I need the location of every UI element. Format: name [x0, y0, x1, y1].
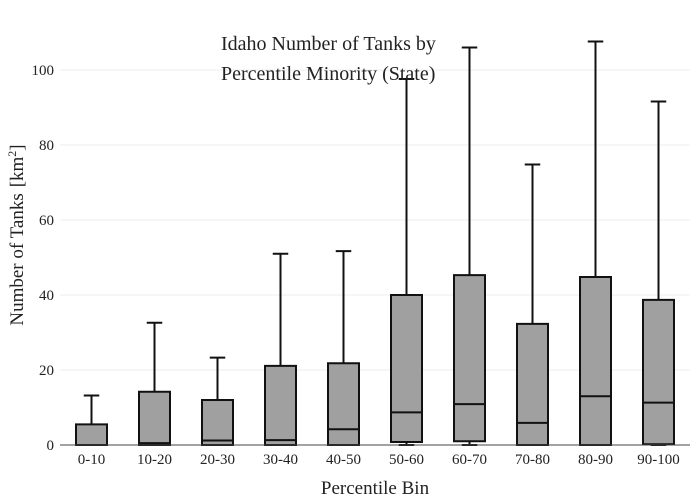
box-30-40 — [264, 252, 297, 446]
y-tick-label: 20 — [39, 363, 54, 379]
box-20-30 — [201, 356, 234, 446]
box-80-90 — [579, 40, 612, 446]
boxes-layer — [75, 40, 675, 446]
box-body — [327, 362, 360, 446]
box-body — [579, 276, 612, 446]
box-body — [642, 298, 675, 446]
box-body — [264, 364, 297, 446]
box-body — [516, 322, 549, 446]
box-body — [453, 274, 486, 443]
x-tick-label: 0-10 — [78, 452, 106, 468]
x-tick-label: 30-40 — [263, 452, 298, 468]
x-tick-label: 40-50 — [326, 452, 361, 468]
y-tick-label: 80 — [39, 138, 54, 154]
x-tick-label: 10-20 — [137, 452, 172, 468]
box-60-70 — [453, 46, 486, 446]
box-70-80 — [516, 163, 549, 446]
x-tick-labels: 0-10 10-20 20-30 30-40 40-50 50-60 60-70 70-80 8… — [78, 452, 680, 468]
y-tick-label: 0 — [47, 438, 55, 454]
box-40-50 — [327, 250, 360, 446]
y-axis-label: Number of Tanks [km2] — [5, 144, 28, 325]
y-axis-label-unit-close: ] — [7, 144, 28, 150]
y-tick-label: 40 — [39, 288, 54, 304]
x-tick-label: 90-100 — [637, 452, 680, 468]
box-90-100 — [642, 100, 675, 446]
box-0-10 — [75, 394, 108, 446]
x-axis-label: Percentile Bin — [321, 478, 430, 499]
x-tick-label: 50-60 — [389, 452, 424, 468]
box-body — [75, 423, 108, 446]
box-10-20 — [138, 321, 171, 446]
x-tick-label: 60-70 — [452, 452, 487, 468]
box-body — [390, 294, 423, 443]
box-body — [201, 399, 234, 446]
x-tick-label: 20-30 — [200, 452, 235, 468]
y-axis-label-text: Number of Tanks — [7, 193, 28, 325]
y-axis-label-unit: [km — [7, 156, 28, 187]
y-tick-labels: 0 20 40 60 80 100 — [32, 63, 55, 454]
chart-title-line-1: Idaho Number of Tanks by — [221, 33, 436, 55]
box-body — [138, 390, 171, 446]
y-axis-label-unit-superscript: 2 — [5, 151, 19, 157]
y-tick-label: 60 — [39, 213, 54, 229]
y-tick-label: 100 — [32, 63, 55, 79]
x-tick-label: 70-80 — [515, 452, 550, 468]
x-tick-label: 80-90 — [578, 452, 613, 468]
chart-title-line-2: Percentile Minority (State) — [221, 63, 435, 85]
box-50-60 — [390, 78, 423, 446]
